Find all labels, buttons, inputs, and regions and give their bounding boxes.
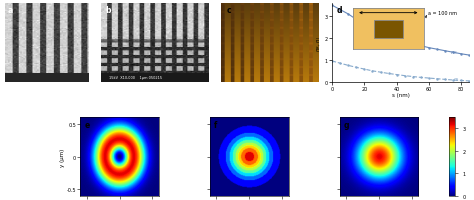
X-axis label: s (nm): s (nm) xyxy=(392,93,410,98)
Text: a = 100 nm: a = 100 nm xyxy=(428,11,457,16)
Text: $n_I$: $n_I$ xyxy=(453,76,460,84)
Text: 15kV  X10,000    1μm 050215: 15kV X10,000 1μm 050215 xyxy=(109,76,163,80)
Text: a: a xyxy=(8,6,13,15)
Text: c: c xyxy=(226,6,231,15)
Text: $n_R$: $n_R$ xyxy=(450,49,458,57)
Y-axis label: $n_R$, $n_I$: $n_R$, $n_I$ xyxy=(316,35,323,51)
Y-axis label: y (μm): y (μm) xyxy=(60,148,65,166)
Text: e: e xyxy=(84,120,90,129)
Text: d: d xyxy=(336,6,342,15)
Text: b: b xyxy=(105,6,110,15)
Text: g: g xyxy=(344,120,349,129)
Text: f: f xyxy=(214,120,217,129)
